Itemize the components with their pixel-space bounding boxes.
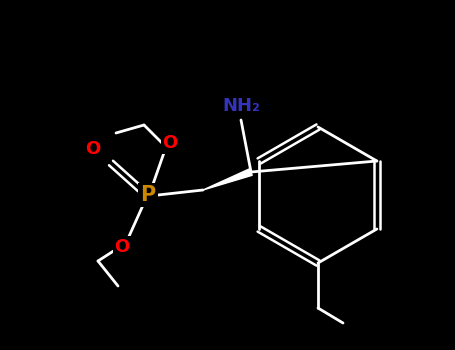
Polygon shape: [203, 169, 252, 190]
Text: P: P: [141, 185, 156, 205]
Text: NH₂: NH₂: [222, 97, 260, 115]
Text: O: O: [86, 140, 101, 158]
Text: O: O: [114, 238, 130, 256]
Text: O: O: [162, 134, 177, 152]
